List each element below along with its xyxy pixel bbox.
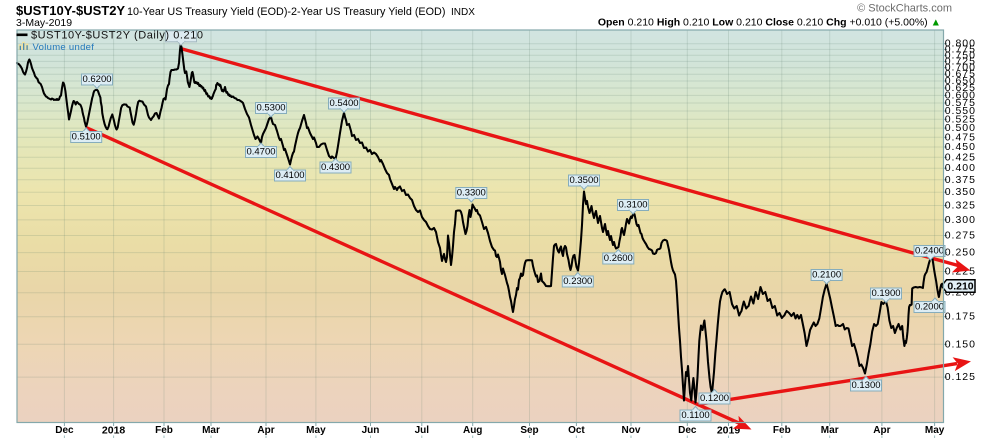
svg-text:10-Year US Treasury Yield (EOD: 10-Year US Treasury Yield (EOD)-2-Year U…: [127, 6, 445, 18]
svg-text:0.550: 0.550: [945, 105, 976, 117]
svg-text:Volume undef: Volume undef: [33, 42, 95, 53]
svg-text:0.350: 0.350: [945, 186, 976, 198]
svg-text:Dec: Dec: [55, 425, 74, 436]
svg-text:0.2000: 0.2000: [915, 302, 944, 313]
svg-text:0.150: 0.150: [945, 338, 976, 350]
svg-text:0.325: 0.325: [945, 200, 976, 212]
svg-text:0.3500: 0.3500: [569, 175, 598, 186]
svg-text:0.750: 0.750: [945, 49, 976, 61]
svg-text:0.1100: 0.1100: [681, 410, 709, 421]
svg-text:0.125: 0.125: [945, 371, 976, 383]
svg-text:0.4300: 0.4300: [321, 162, 350, 173]
svg-text:0.175: 0.175: [945, 311, 976, 323]
svg-text:0.700: 0.700: [945, 62, 976, 74]
svg-text:0.475: 0.475: [945, 131, 976, 143]
svg-text:0.650: 0.650: [945, 75, 976, 87]
svg-text:0.525: 0.525: [945, 113, 976, 125]
svg-text:Mar: Mar: [202, 425, 220, 436]
svg-text:Apr: Apr: [873, 425, 890, 436]
svg-text:0.5400: 0.5400: [329, 98, 358, 109]
svg-text:May: May: [306, 425, 326, 436]
svg-text:Mar: Mar: [821, 425, 839, 436]
svg-text:Oct: Oct: [568, 425, 585, 436]
svg-text:0.575: 0.575: [945, 97, 976, 109]
svg-text:0.4100: 0.4100: [275, 170, 304, 181]
svg-text:0.5100: 0.5100: [72, 132, 101, 143]
svg-text:2018: 2018: [102, 425, 126, 437]
svg-text:0.300: 0.300: [945, 214, 976, 226]
svg-text:0.725: 0.725: [945, 55, 976, 67]
svg-text:Jun: Jun: [362, 425, 380, 436]
svg-text:0.5300: 0.5300: [256, 103, 285, 114]
svg-text:0.2300: 0.2300: [563, 276, 592, 287]
svg-text:0.600: 0.600: [945, 89, 976, 101]
svg-text:0.375: 0.375: [945, 174, 976, 186]
svg-text:0.625: 0.625: [945, 82, 976, 94]
svg-text:0.210: 0.210: [947, 280, 973, 292]
svg-text:Feb: Feb: [155, 425, 173, 436]
svg-text:0.775: 0.775: [945, 43, 976, 55]
svg-text:INDX: INDX: [451, 7, 475, 18]
svg-text:0.800: 0.800: [945, 38, 976, 50]
svg-text:0.425: 0.425: [945, 151, 976, 163]
svg-text:0.4700: 0.4700: [246, 147, 275, 158]
svg-text:Dec: Dec: [678, 425, 697, 436]
svg-text:0.1200: 0.1200: [700, 393, 729, 404]
svg-text:0.400: 0.400: [945, 162, 976, 174]
svg-text:Open 0.210 High 0.210 Low 0.21: Open 0.210 High 0.210 Low 0.210 Close 0.…: [598, 17, 941, 29]
svg-text:Apr: Apr: [257, 425, 274, 436]
svg-text:0.675: 0.675: [945, 68, 976, 80]
svg-text:0.250: 0.250: [945, 247, 976, 259]
svg-text:Jul: Jul: [415, 425, 430, 436]
svg-text:May: May: [925, 425, 945, 436]
svg-text:0.450: 0.450: [945, 141, 976, 153]
svg-text:0.275: 0.275: [945, 230, 976, 242]
svg-text:Feb: Feb: [773, 425, 791, 436]
svg-text:0.3300: 0.3300: [457, 188, 486, 199]
svg-text:0.6200: 0.6200: [82, 74, 111, 85]
svg-text:0.1300: 0.1300: [851, 380, 880, 391]
svg-text:0.2600: 0.2600: [604, 253, 633, 264]
svg-text:$UST10Y-$UST2Y: $UST10Y-$UST2Y: [16, 3, 125, 18]
svg-text:0.1900: 0.1900: [871, 288, 900, 299]
svg-text:$UST10Y-$UST2Y (Daily) 0.210: $UST10Y-$UST2Y (Daily) 0.210: [31, 30, 204, 42]
svg-text:0.500: 0.500: [945, 122, 976, 134]
svg-text:Nov: Nov: [622, 425, 641, 436]
svg-text:0.2400: 0.2400: [915, 246, 944, 257]
svg-text:3-May-2019: 3-May-2019: [16, 17, 72, 29]
svg-text:0.2100: 0.2100: [812, 270, 841, 281]
svg-text:Aug: Aug: [463, 425, 482, 436]
svg-text:Sep: Sep: [520, 425, 538, 436]
svg-text:0.3100: 0.3100: [618, 200, 647, 211]
svg-text:© StockCharts.com: © StockCharts.com: [857, 3, 952, 15]
